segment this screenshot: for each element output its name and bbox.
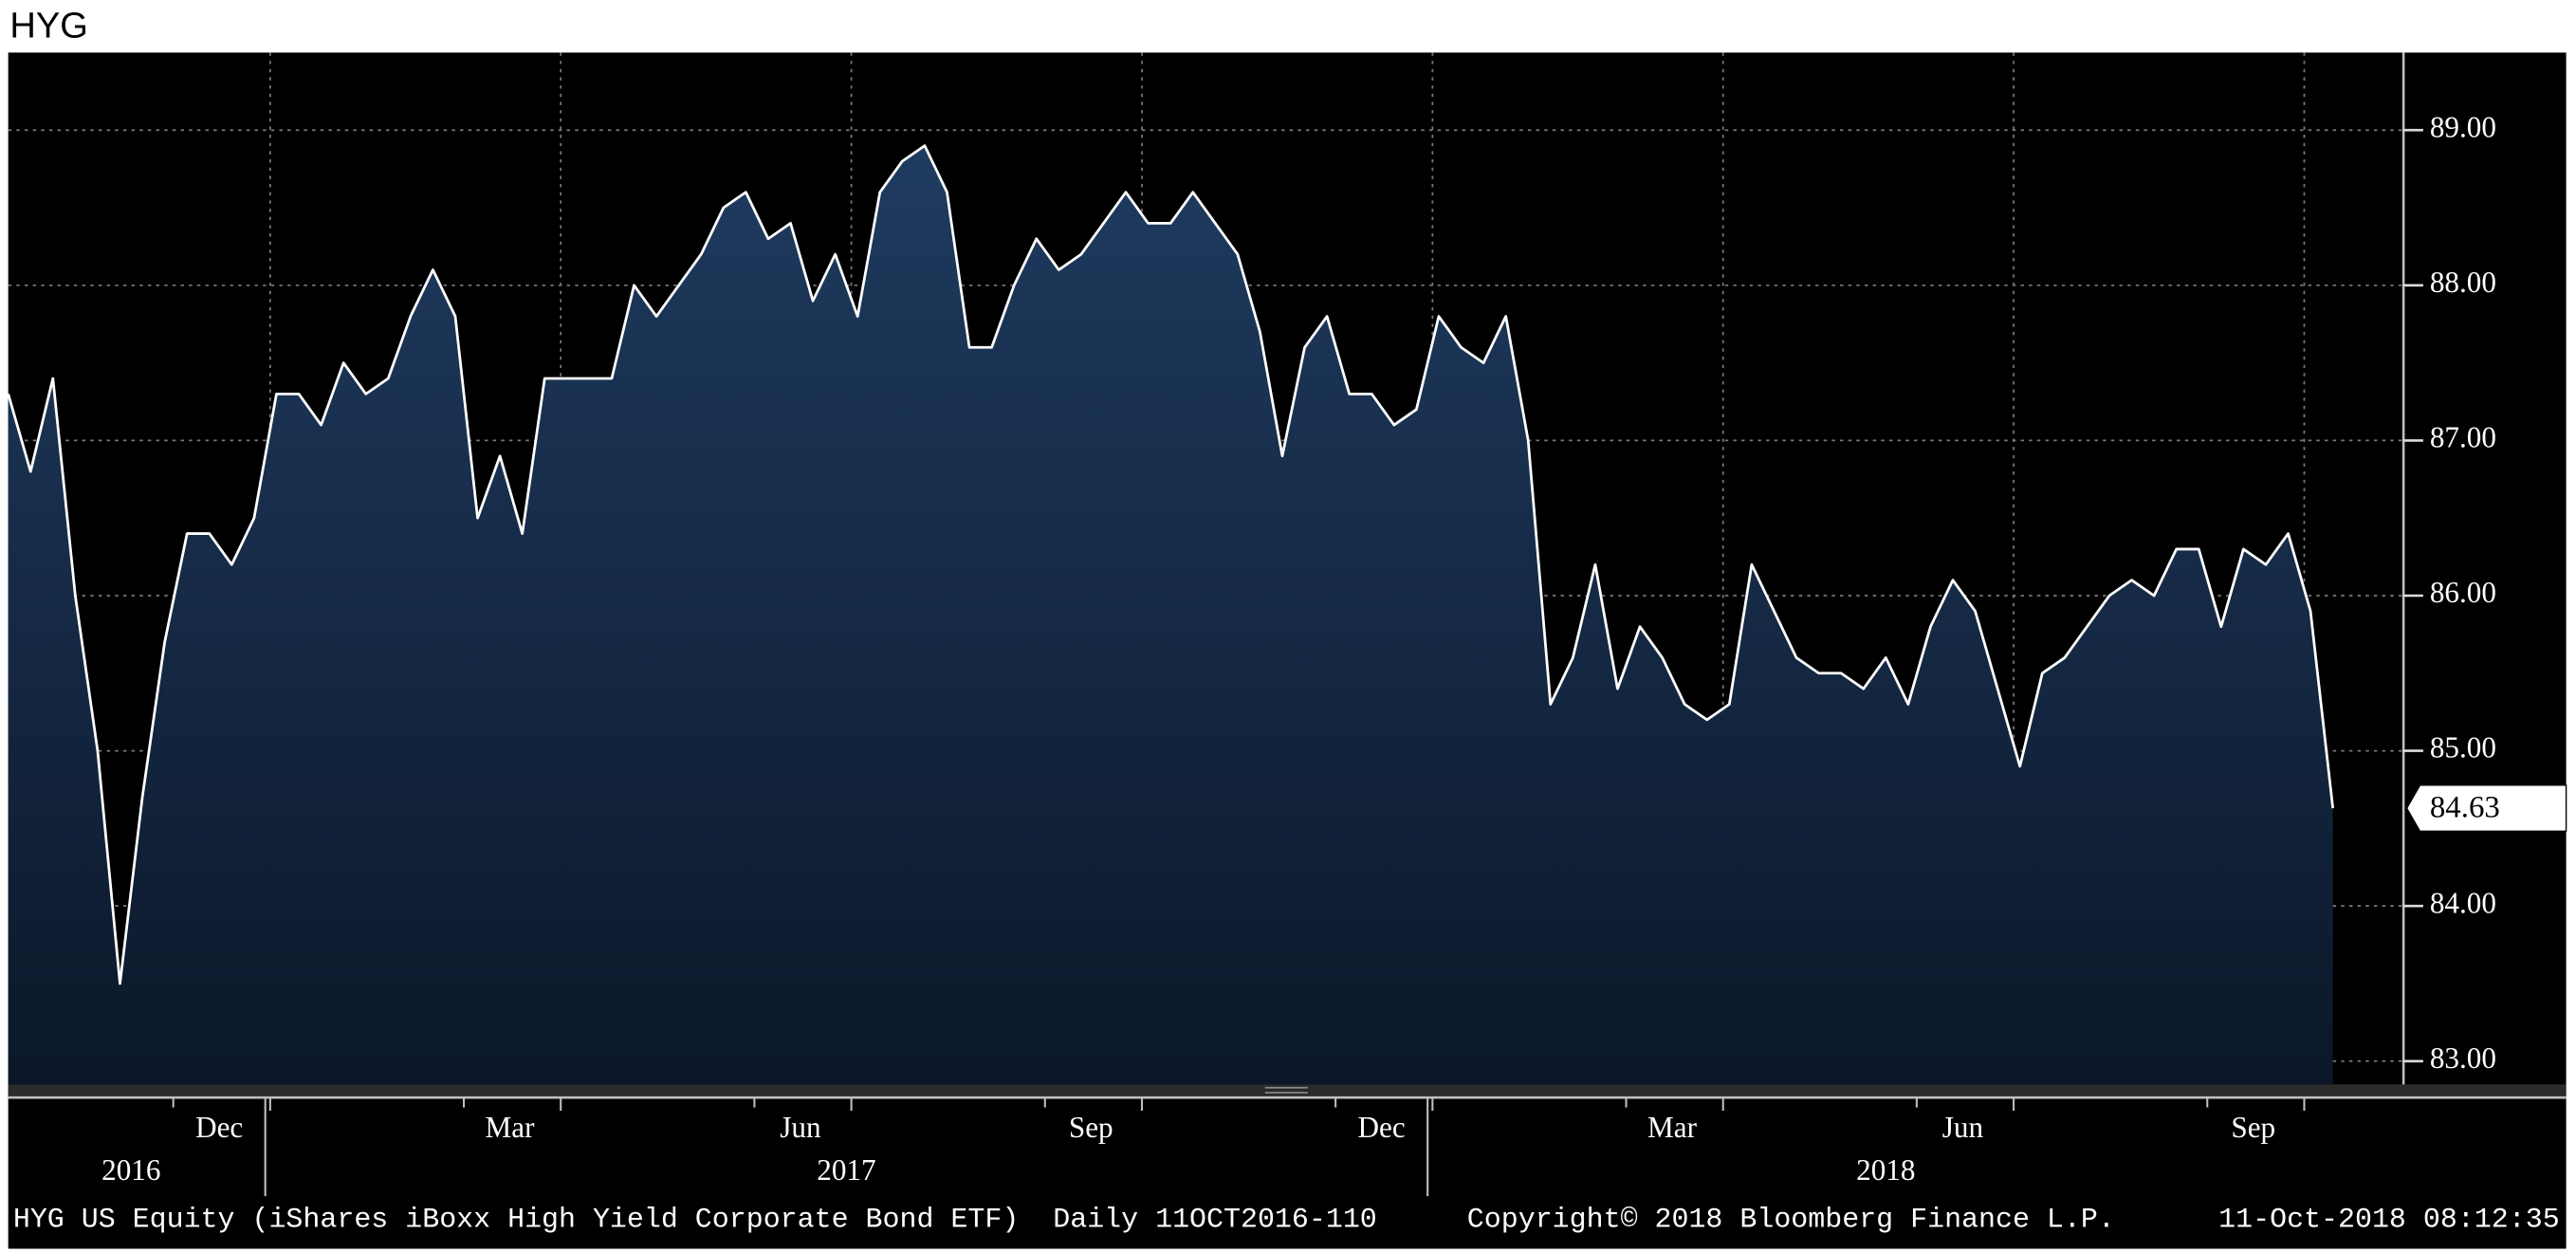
scroll-bar bbox=[8, 1084, 2567, 1098]
chart-title: HYG bbox=[9, 7, 88, 46]
y-tick-label: 84.00 bbox=[2430, 886, 2496, 919]
y-tick-label: 85.00 bbox=[2430, 731, 2496, 764]
last-value-box bbox=[2405, 784, 2567, 833]
x-tick-label: Sep bbox=[1069, 1111, 1113, 1144]
plot bbox=[7, 144, 2335, 1085]
axes: 83.00 84.00 85.00 86.00 87.00 88.00 89.00 Dec Ma… bbox=[101, 110, 2567, 1197]
y-tick-label: 89.00 bbox=[2430, 110, 2496, 143]
x-tick-label: Mar bbox=[1647, 1111, 1698, 1144]
line bbox=[7, 144, 2335, 985]
x-tick-label: Dec bbox=[1358, 1111, 1406, 1144]
y-tick-label: 87.00 bbox=[2430, 421, 2496, 454]
x-tick-label: Jun bbox=[1942, 1111, 1984, 1144]
footer-right: 11-Oct-2018 08:12:35 bbox=[2218, 1203, 2559, 1235]
x-group-label: 2016 bbox=[101, 1153, 160, 1187]
x-tick-label: Mar bbox=[486, 1111, 536, 1144]
y-tick-label: 88.00 bbox=[2430, 266, 2496, 299]
x-tick-label: Jun bbox=[780, 1111, 821, 1144]
x-tick-label: Sep bbox=[2231, 1111, 2275, 1144]
x-tick-label: Dec bbox=[195, 1111, 243, 1144]
area bbox=[8, 145, 2333, 1085]
y-tick-label: 86.00 bbox=[2430, 576, 2496, 609]
last-value-label: 84.63 bbox=[2430, 790, 2500, 824]
x-group-label: 2018 bbox=[1856, 1153, 1915, 1187]
x-group-label: 2017 bbox=[817, 1153, 875, 1187]
footer-left: HYG US Equity (iShares iBoxx High Yield … bbox=[13, 1203, 1377, 1235]
y-tick-label: 83.00 bbox=[2430, 1041, 2496, 1075]
footer-center: Copyright© 2018 Bloomberg Finance L.P. bbox=[1467, 1203, 2115, 1235]
